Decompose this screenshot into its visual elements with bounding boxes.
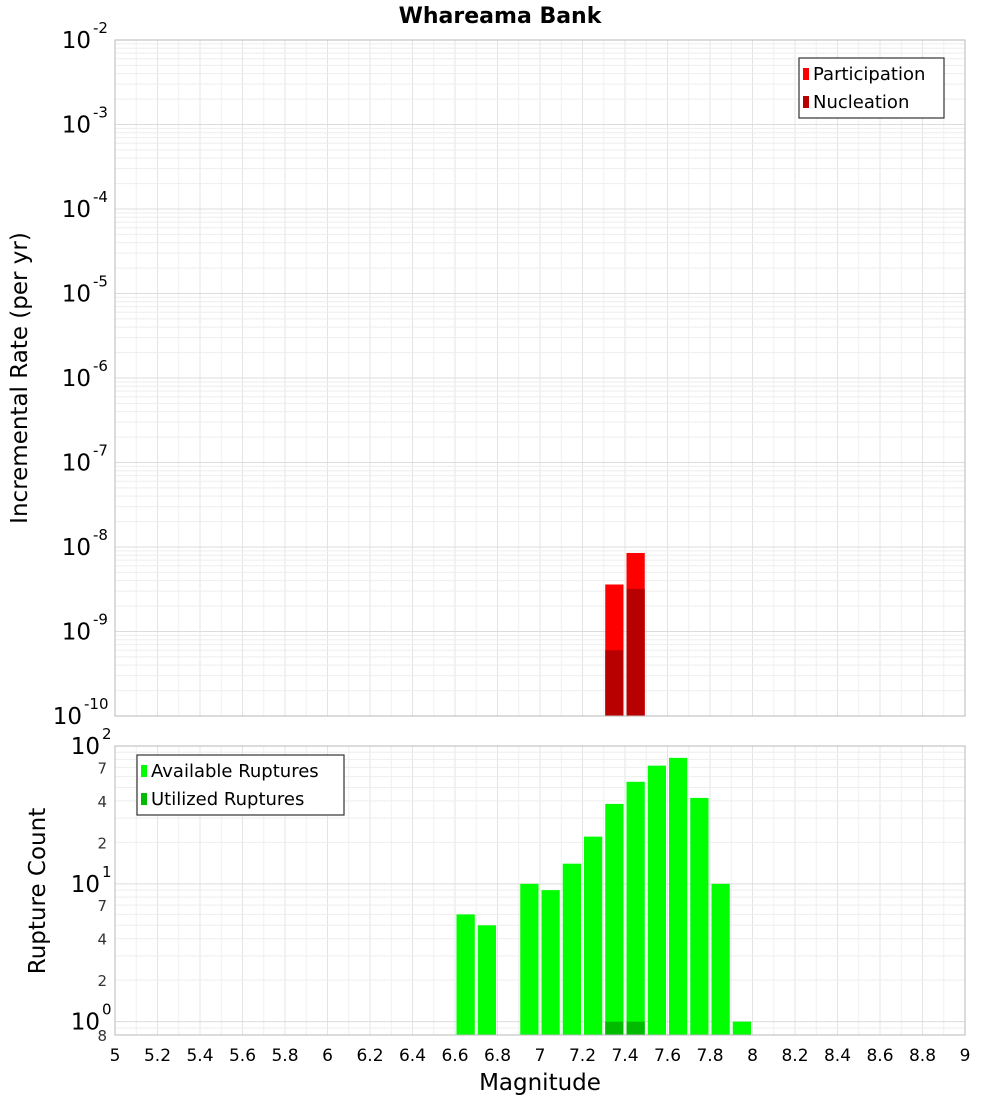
chart-title: Whareama Bank [399,4,603,29]
top-legend-label: Participation [813,64,925,85]
top-y-tick-label: 10 [62,197,91,223]
bottom-bar-available-ruptures [711,883,730,1035]
bottom-y-minor-tick-label: 7 [97,897,107,915]
top-y-axis-title: Incremental Rate (per yr) [7,232,33,524]
top-y-tick-label: 10 [62,620,91,646]
x-tick-label: 7.6 [654,1046,681,1066]
top-legend-label: Nucleation [813,92,909,113]
x-tick-label: 7 [535,1046,546,1066]
top-y-tick-exponent: -8 [93,526,108,544]
bottom-legend-swatch [141,765,147,777]
bottom-y-tick-exponent: 0 [102,1001,112,1019]
x-tick-label: 5.2 [144,1046,171,1066]
top-y-tick-label: 10 [62,535,91,561]
x-tick-label: 8 [747,1046,758,1066]
bottom-bar-available-ruptures [562,863,581,1035]
top-y-tick-exponent: -9 [93,611,108,629]
top-y-tick-label: 10 [62,451,91,477]
x-tick-label: 8.8 [909,1046,936,1066]
bottom-y-minor-tick-label: 2 [97,972,107,990]
bottom-bar-available-ruptures [626,781,645,1035]
x-tick-label: 5.4 [186,1046,213,1066]
bottom-y-tick-label: 10 [71,872,100,898]
x-tick-label: 8.4 [824,1046,851,1066]
top-plot-border [114,39,966,717]
top-plot-rate: 10-210-310-410-510-610-710-810-910 -10Par… [53,19,966,730]
bottom-bar-available-ruptures [605,803,624,1035]
bottom-bar-available-ruptures [584,836,603,1035]
top-y-tick-exponent: -3 [93,104,108,122]
bottom-bar-available-ruptures [647,765,666,1035]
top-legend [798,57,945,119]
x-tick-label: 8.2 [781,1046,808,1066]
bottom-legend-label: Available Ruptures [151,761,319,782]
x-tick-label: 9 [960,1046,971,1066]
x-tick-label: 6 [322,1046,333,1066]
bottom-y-tick-label: 10 [71,734,100,760]
bottom-legend-label: Utilized Ruptures [151,789,304,810]
bottom-y-minor-tick-label: 7 [97,759,107,777]
top-y-tick-exponent: -6 [93,357,108,375]
bottom-y-minor-tick-label: 2 [97,834,107,852]
x-tick-label: 6.8 [484,1046,511,1066]
top-y-tick-label: 10 [62,28,91,54]
bottom-y-axis-title: Rupture Count [25,808,51,974]
x-tick-label: 6.2 [356,1046,383,1066]
top-bar-nucleation [626,588,645,716]
bottom-bar-available-ruptures [669,757,688,1035]
bottom-bar-available-ruptures [520,883,539,1035]
top-y-tick-exponent: -7 [93,442,108,460]
x-tick-label: 8.6 [866,1046,893,1066]
x-tick-label: 7.4 [611,1046,638,1066]
top-y-tick-label: 10 [62,282,91,308]
top-y-tick-label: 10 [62,113,91,139]
x-tick-label: 7.8 [696,1046,723,1066]
bottom-y-tick-exponent: 1 [102,863,112,881]
bottom-legend [136,754,345,816]
bottom-plot-border [114,745,966,1036]
top-bar-nucleation [605,650,624,716]
top-y-tick-exponent: -2 [93,19,108,37]
bottom-y-tick-exponent: 2 [102,725,112,743]
x-tick-label: 5 [110,1046,121,1066]
top-legend-swatch [803,68,809,80]
x-tick-label: 5.6 [229,1046,256,1066]
bottom-y-minor-tick-label: 8 [97,1027,107,1045]
bottom-bar-available-ruptures [541,890,560,1035]
x-tick-label: 7.2 [569,1046,596,1066]
top-y-tick-exponent: -4 [93,188,108,206]
bottom-bar-available-ruptures [690,797,709,1035]
x-tick-label: 5.8 [271,1046,298,1066]
bottom-y-tick-label: 10 [71,1010,100,1036]
bottom-bar-available-ruptures [456,914,475,1035]
bottom-bar-utilized-ruptures [626,1021,645,1035]
bottom-y-minor-tick-label: 4 [97,793,107,811]
top-y-tick-exponent: -5 [93,273,108,291]
x-axis-title: Magnitude [479,1070,601,1096]
top-y-tick-exponent: -10 [84,695,109,713]
bottom-bar-available-ruptures [477,925,496,1035]
x-tick-label: 6.4 [399,1046,426,1066]
top-legend-swatch [803,96,809,108]
bottom-legend-swatch [141,793,147,805]
x-tick-label: 6.6 [441,1046,468,1066]
bottom-bar-available-ruptures [732,1021,751,1035]
top-y-tick-label: 10 [62,366,91,392]
bottom-bar-utilized-ruptures [605,1021,624,1035]
top-y-tick-label: 10 [53,704,82,730]
bottom-y-minor-tick-label: 4 [97,931,107,949]
